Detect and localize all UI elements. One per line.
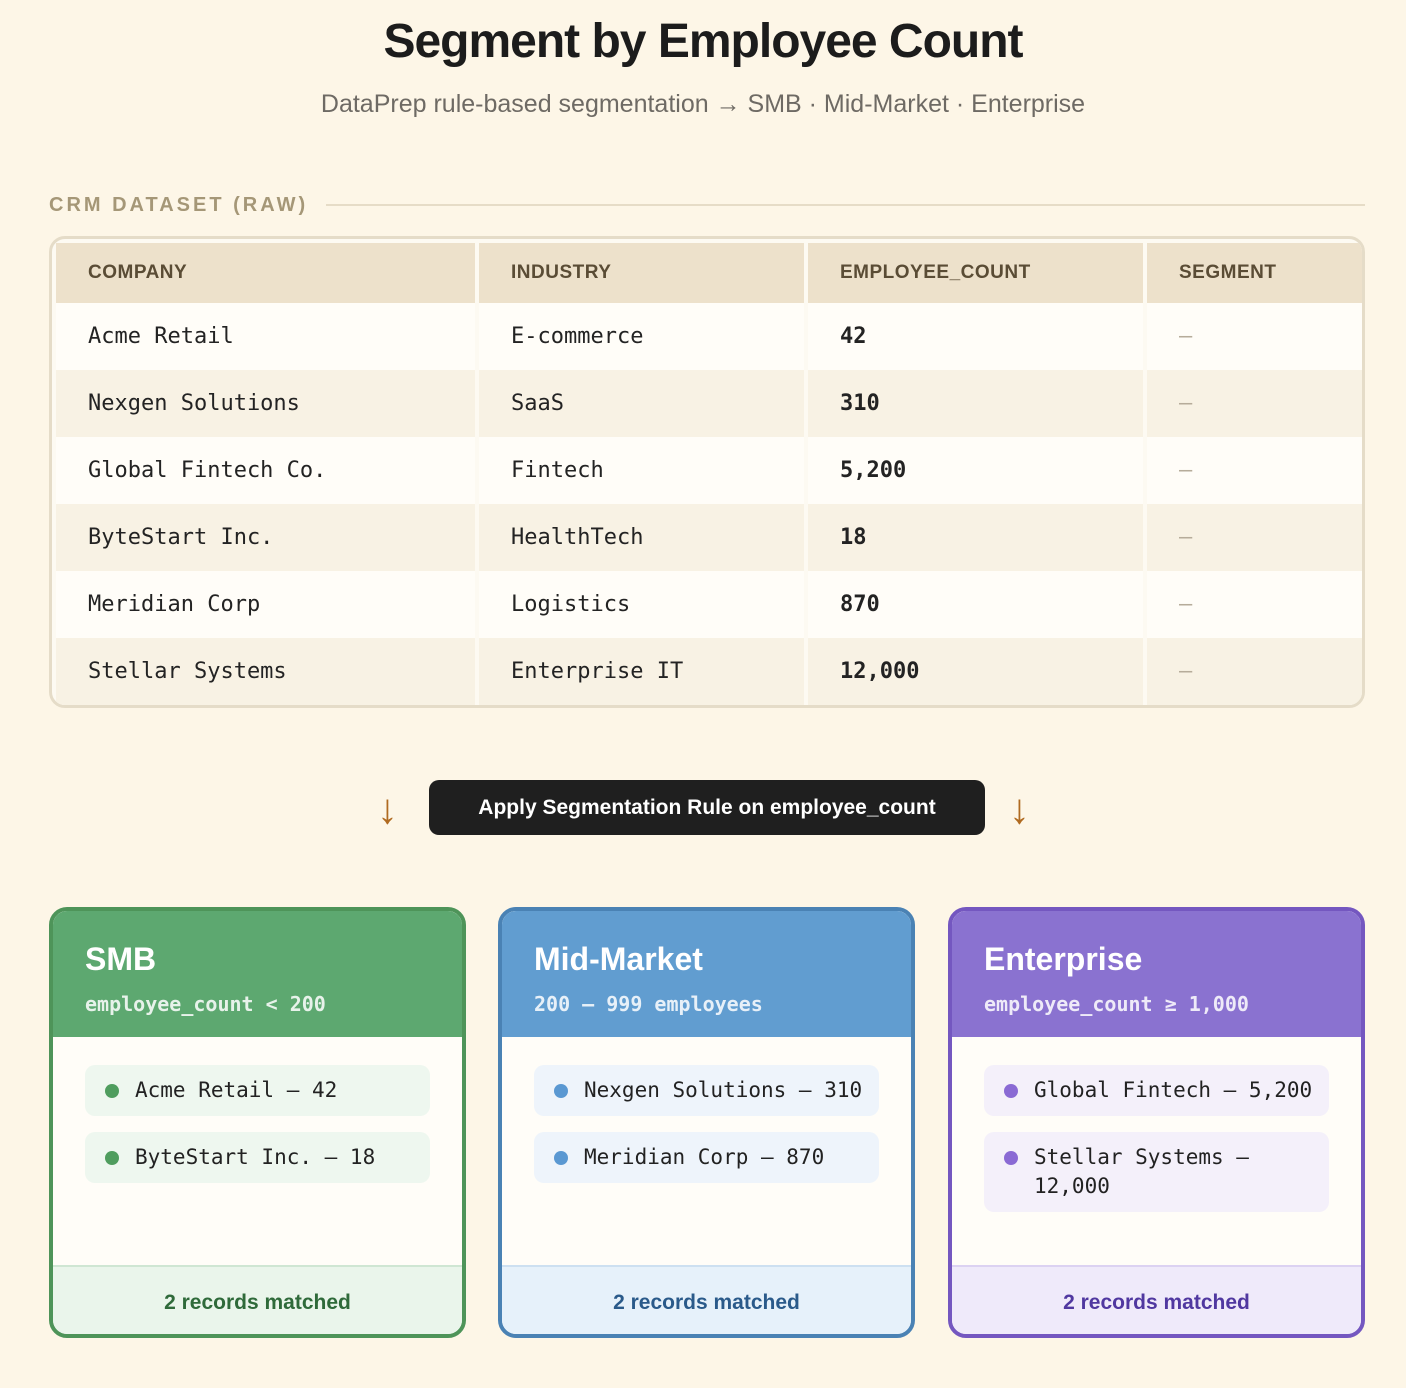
arrow-down-icon-right: ↓ [1009,785,1030,832]
segment-rule: 200 – 999 employees [534,992,763,1016]
dataset-section-label: CRM DATASET (RAW) [49,193,309,216]
segment-match-count: 2 records matched [952,1265,1361,1334]
segment-rule: employee_count < 200 [85,992,326,1016]
cell-company: Nexgen Solutions [56,370,479,437]
bullet-dot-icon [1004,1084,1018,1098]
segment-card-body: Acme Retail — 42 ByteStart Inc. — 18 [53,1037,462,1265]
cell-industry: Enterprise IT [477,638,808,705]
segment-card-mid-market: Mid-Market 200 – 999 employees Nexgen So… [498,907,915,1338]
cell-employee-count: 870 [806,571,1147,638]
segment-member: Meridian Corp — 870 [584,1145,825,1169]
cell-segment: — [1145,303,1362,370]
cell-segment: — [1145,437,1362,504]
segment-match-count: 2 records matched [53,1265,462,1334]
segment-card-header: Enterprise employee_count ≥ 1,000 [952,911,1361,1037]
cell-company: Meridian Corp [56,571,479,638]
bullet-dot-icon [554,1084,568,1098]
segment-member: Stellar Systems — 12,000 [1034,1145,1249,1198]
cell-industry: Logistics [477,571,808,638]
crm-dataset-table: COMPANY INDUSTRY EMPLOYEE_COUNT SEGMENT … [49,236,1365,708]
segment-name: Mid-Market [534,941,703,977]
dataset-section-header: CRM DATASET (RAW) [49,192,1365,218]
segment-card-header: SMB employee_count < 200 [53,911,462,1037]
cell-segment: — [1145,370,1362,437]
cell-segment: — [1145,504,1362,571]
cell-segment: — [1145,638,1362,705]
segment-member: Nexgen Solutions — 310 [584,1078,863,1102]
segment-card-body: Nexgen Solutions — 310 Meridian Corp — 8… [502,1037,911,1265]
cell-industry: HealthTech [477,504,808,571]
list-item: Global Fintech — 5,200 [984,1065,1329,1116]
table-row: Acme Retail E-commerce 42 — [56,303,1362,370]
segment-card-body: Global Fintech — 5,200 Stellar Systems —… [952,1037,1361,1265]
table-header-row: COMPANY INDUSTRY EMPLOYEE_COUNT SEGMENT [56,243,1362,303]
segment-member: Acme Retail — 42 [135,1078,338,1102]
segment-rule: employee_count ≥ 1,000 [984,992,1249,1016]
cell-industry: Fintech [477,437,808,504]
list-item: Meridian Corp — 870 [534,1132,879,1183]
cell-employee-count: 310 [806,370,1147,437]
cell-employee-count: 42 [806,303,1147,370]
segment-card-enterprise: Enterprise employee_count ≥ 1,000 Global… [948,907,1365,1338]
bullet-dot-icon [1004,1151,1018,1165]
segment-name: Enterprise [984,941,1143,977]
list-item: Acme Retail — 42 [85,1065,430,1116]
segment-match-count: 2 records matched [502,1265,911,1334]
cell-industry: SaaS [477,370,808,437]
table-row: Global Fintech Co. Fintech 5,200 — [56,437,1362,504]
column-header-employee-count: EMPLOYEE_COUNT [806,243,1147,303]
bullet-dot-icon [105,1084,119,1098]
cell-company: Acme Retail [56,303,479,370]
page-subtitle: DataPrep rule-based segmentation → SMB ·… [320,90,1086,118]
bullet-dot-icon [554,1151,568,1165]
table-row: Stellar Systems Enterprise IT 12,000 — [56,638,1362,705]
segment-card-header: Mid-Market 200 – 999 employees [502,911,911,1037]
cell-company: ByteStart Inc. [56,504,479,571]
column-header-industry: INDUSTRY [477,243,808,303]
page-title: Segment by Employee Count [383,15,1023,68]
cell-employee-count: 18 [806,504,1147,571]
column-header-company: COMPANY [56,243,479,303]
table-row: Nexgen Solutions SaaS 310 — [56,370,1362,437]
segment-member: ByteStart Inc. — 18 [135,1145,376,1169]
cell-company: Stellar Systems [56,638,479,705]
segmentation-rule-badge: Apply Segmentation Rule on employee_coun… [429,780,985,835]
arrow-down-icon-left: ↓ [377,785,398,832]
list-item: Stellar Systems — 12,000 [984,1132,1329,1212]
section-divider [326,204,1365,206]
table-row: Meridian Corp Logistics 870 — [56,571,1362,638]
segment-member: Global Fintech — 5,200 [1034,1078,1313,1102]
cell-industry: E-commerce [477,303,808,370]
cell-employee-count: 12,000 [806,638,1147,705]
list-item: Nexgen Solutions — 310 [534,1065,879,1116]
segment-name: SMB [85,941,157,977]
table-row: ByteStart Inc. HealthTech 18 — [56,504,1362,571]
cell-employee-count: 5,200 [806,437,1147,504]
list-item: ByteStart Inc. — 18 [85,1132,430,1183]
cell-company: Global Fintech Co. [56,437,479,504]
cell-segment: — [1145,571,1362,638]
segment-card-smb: SMB employee_count < 200 Acme Retail — 4… [49,907,466,1338]
bullet-dot-icon [105,1151,119,1165]
column-header-segment: SEGMENT [1145,243,1362,303]
